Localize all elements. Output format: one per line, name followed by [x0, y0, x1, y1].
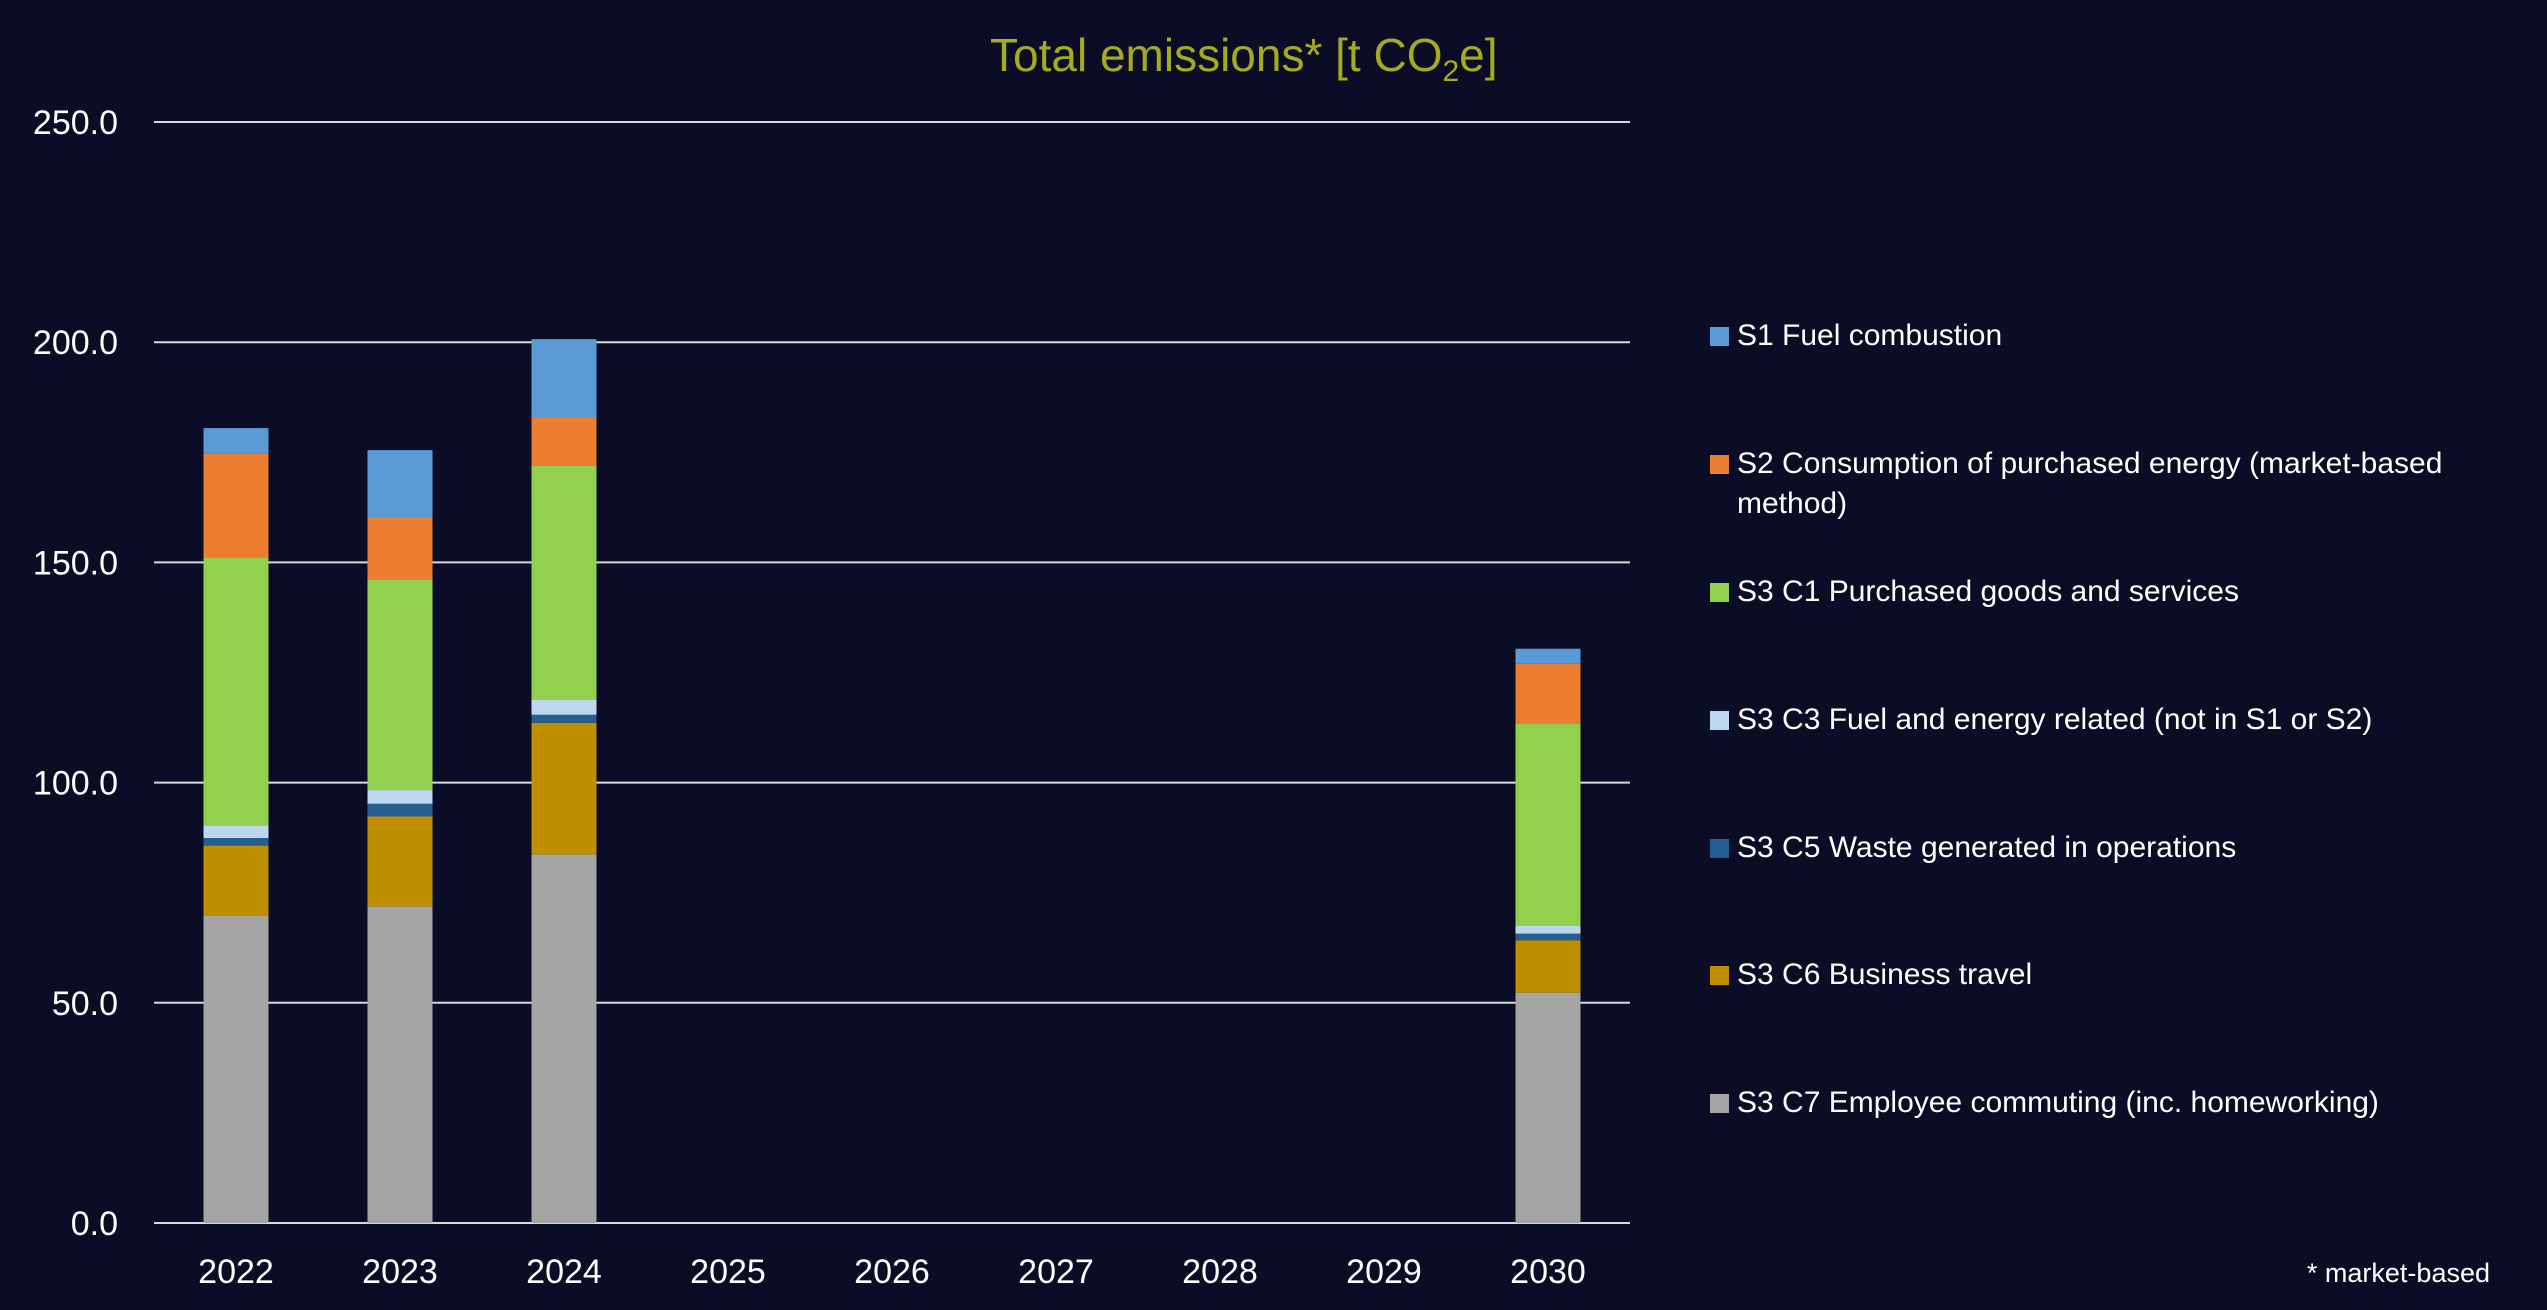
bar-segment — [367, 579, 433, 791]
legend-swatch — [1710, 966, 1729, 985]
legend-label: S2 Consumption of purchased energy (mark… — [1737, 447, 2443, 520]
x-tick-label: 2022 — [198, 1253, 274, 1291]
bar-segment — [367, 450, 433, 518]
bar-segment — [531, 714, 597, 723]
bar-segment — [1515, 933, 1581, 941]
legend-label: S3 C7 Employee commuting (inc. homeworki… — [1737, 1086, 2379, 1119]
bar-segment — [531, 722, 597, 855]
legend-swatch — [1710, 711, 1729, 730]
footnote: * market-based — [2306, 1258, 2490, 1288]
x-tick-label: 2028 — [1182, 1253, 1258, 1291]
bar-segment — [531, 417, 597, 466]
bars — [203, 339, 1581, 1223]
bar-segment — [1515, 925, 1581, 934]
x-tick-label: 2030 — [1510, 1253, 1586, 1291]
legend-swatch — [1710, 1094, 1729, 1113]
legend-label: S3 C5 Waste generated in operations — [1737, 831, 2237, 864]
legend-item: S2 Consumption of purchased energy (mark… — [1710, 444, 2510, 524]
bar-segment — [531, 854, 597, 1223]
legend-label: S3 C6 Business travel — [1737, 958, 2033, 991]
legend-label: S3 C1 Purchased goods and services — [1737, 575, 2239, 608]
bar-segment — [203, 825, 269, 839]
x-tick-label: 2023 — [362, 1253, 438, 1291]
bar-segment — [367, 816, 433, 907]
chart-title-main: Total emissions* [t CO — [990, 29, 1443, 81]
x-tick-label: 2026 — [854, 1253, 930, 1291]
bar-segment — [203, 453, 269, 558]
chart-title: Total emissions* [t CO2e] — [990, 28, 1498, 89]
y-axis-ticks: 0.0 50.0 100.0 150.0 200.0 250.0 — [33, 104, 118, 1243]
legend-swatch — [1710, 583, 1729, 602]
legend-swatch — [1710, 327, 1729, 346]
bar-segment — [203, 557, 269, 826]
bar-segment — [203, 838, 269, 846]
bar-segment — [367, 790, 433, 804]
legend-swatch — [1710, 455, 1729, 474]
legend-item: S3 C6 Business travel — [1710, 955, 2510, 995]
bar-segment — [203, 845, 269, 916]
bar-segment — [203, 428, 269, 454]
legend-item: S3 C3 Fuel and energy related (not in S1… — [1710, 700, 2510, 740]
x-tick-label: 2025 — [690, 1253, 766, 1291]
x-tick-label: 2027 — [1018, 1253, 1094, 1291]
legend-item: S1 Fuel combustion — [1710, 316, 2510, 356]
y-tick-label: 150.0 — [33, 544, 118, 582]
y-tick-label: 200.0 — [33, 324, 118, 362]
y-tick-label: 250.0 — [33, 104, 118, 142]
y-tick-label: 0.0 — [71, 1205, 118, 1243]
bar-segment — [531, 339, 597, 418]
bar-segment — [1515, 992, 1581, 1223]
bar-segment — [1515, 663, 1581, 725]
legend-label: S1 Fuel combustion — [1737, 319, 2003, 352]
chart-title-tail: e] — [1459, 29, 1498, 81]
legend-item: S3 C7 Employee commuting (inc. homeworki… — [1710, 1083, 2510, 1123]
bar-segment — [367, 803, 433, 817]
bar-segment — [367, 517, 433, 580]
y-tick-label: 100.0 — [33, 765, 118, 803]
legend-label: S3 C3 Fuel and energy related (not in S1… — [1737, 703, 2373, 736]
legend-item: S3 C5 Waste generated in operations — [1710, 828, 2510, 868]
bar-segment — [1515, 724, 1581, 926]
bar-segment — [1515, 648, 1581, 664]
bar-segment — [367, 906, 433, 1223]
x-tick-label: 2024 — [526, 1253, 602, 1291]
x-tick-label: 2029 — [1346, 1253, 1422, 1291]
bar-segment — [531, 465, 597, 700]
x-axis-ticks: 2022 2023 2024 2025 2026 2027 2028 2029 2030 — [198, 1253, 1586, 1291]
y-tick-label: 50.0 — [52, 985, 118, 1023]
bar-segment — [1515, 940, 1581, 993]
bar-segment — [531, 699, 597, 715]
legend-swatch — [1710, 839, 1729, 858]
chart-title-subscript: 2 — [1442, 55, 1460, 88]
bar-segment — [203, 915, 269, 1223]
legend-item: S3 C1 Purchased goods and services — [1710, 572, 2510, 612]
